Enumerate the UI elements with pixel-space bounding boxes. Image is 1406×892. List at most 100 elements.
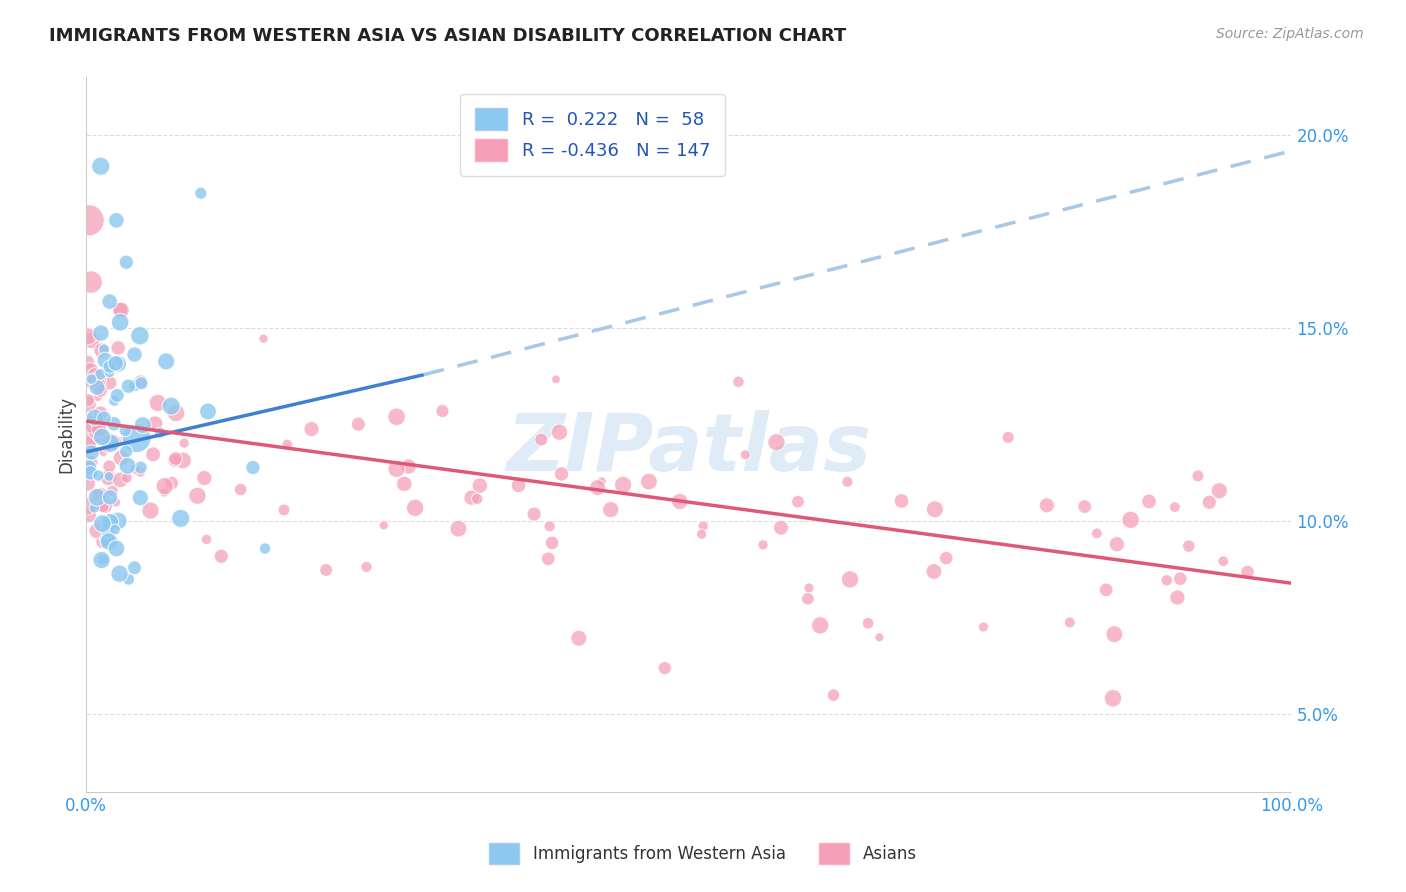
Point bbox=[98, 491, 121, 505]
Point bbox=[83, 373, 105, 387]
Point bbox=[89, 424, 111, 438]
Point bbox=[394, 476, 416, 491]
Point bbox=[1156, 574, 1178, 588]
Point bbox=[90, 159, 112, 173]
Point bbox=[160, 399, 183, 413]
Point bbox=[90, 553, 112, 567]
Point bbox=[77, 329, 100, 343]
Point bbox=[79, 466, 101, 480]
Point bbox=[727, 375, 749, 389]
Point bbox=[468, 478, 491, 492]
Point bbox=[404, 500, 426, 515]
Point bbox=[1085, 526, 1108, 541]
Point bbox=[160, 476, 183, 491]
Point bbox=[125, 431, 148, 445]
Point bbox=[93, 343, 115, 357]
Point bbox=[373, 518, 395, 533]
Text: Source: ZipAtlas.com: Source: ZipAtlas.com bbox=[1216, 27, 1364, 41]
Point bbox=[186, 489, 208, 503]
Point bbox=[972, 620, 994, 634]
Point bbox=[1102, 691, 1125, 706]
Point bbox=[142, 447, 165, 461]
Point bbox=[1168, 572, 1191, 586]
Point bbox=[114, 424, 136, 438]
Point bbox=[86, 380, 108, 394]
Point bbox=[1137, 494, 1160, 508]
Point bbox=[103, 435, 125, 450]
Point bbox=[356, 560, 378, 574]
Point bbox=[129, 460, 152, 475]
Point bbox=[165, 451, 187, 466]
Point bbox=[548, 425, 571, 440]
Point bbox=[146, 396, 169, 410]
Point bbox=[538, 519, 561, 533]
Point bbox=[690, 527, 713, 541]
Point bbox=[104, 356, 127, 370]
Point bbox=[1095, 582, 1118, 597]
Y-axis label: Disability: Disability bbox=[58, 396, 75, 473]
Point bbox=[83, 368, 105, 382]
Point bbox=[76, 455, 98, 469]
Point bbox=[172, 453, 194, 467]
Point bbox=[76, 476, 98, 491]
Point bbox=[1059, 615, 1081, 630]
Point bbox=[89, 406, 111, 420]
Point bbox=[765, 435, 787, 450]
Point bbox=[129, 491, 152, 505]
Point bbox=[76, 415, 98, 429]
Point bbox=[385, 462, 408, 476]
Point bbox=[80, 445, 103, 459]
Point bbox=[89, 489, 111, 503]
Point bbox=[129, 465, 152, 479]
Point bbox=[108, 302, 131, 317]
Point bbox=[465, 491, 488, 506]
Point bbox=[315, 563, 337, 577]
Point bbox=[107, 357, 129, 371]
Point bbox=[837, 475, 859, 489]
Point bbox=[229, 483, 252, 497]
Point bbox=[91, 445, 114, 459]
Point bbox=[550, 467, 572, 481]
Point bbox=[856, 616, 879, 631]
Point bbox=[117, 458, 139, 473]
Point bbox=[254, 541, 277, 556]
Point bbox=[823, 688, 845, 702]
Point bbox=[599, 502, 621, 516]
Point bbox=[83, 373, 105, 387]
Point bbox=[924, 502, 946, 516]
Point bbox=[654, 661, 676, 675]
Point bbox=[143, 417, 166, 431]
Point bbox=[90, 343, 112, 358]
Point bbox=[301, 422, 323, 436]
Point bbox=[173, 436, 195, 450]
Point bbox=[769, 521, 792, 535]
Legend: R =  0.222   N =  58, R = -0.436   N = 147: R = 0.222 N = 58, R = -0.436 N = 147 bbox=[460, 94, 724, 176]
Point bbox=[87, 390, 110, 404]
Point bbox=[108, 566, 131, 581]
Point bbox=[153, 479, 176, 493]
Point bbox=[242, 460, 264, 475]
Point bbox=[1164, 500, 1187, 515]
Point bbox=[586, 481, 609, 495]
Point bbox=[1036, 498, 1059, 512]
Point bbox=[252, 332, 274, 346]
Point bbox=[87, 468, 110, 483]
Point bbox=[89, 427, 111, 442]
Point bbox=[612, 478, 634, 492]
Point bbox=[110, 450, 132, 465]
Point bbox=[922, 565, 945, 579]
Point bbox=[82, 423, 104, 437]
Point bbox=[1178, 539, 1201, 553]
Point bbox=[80, 455, 103, 469]
Point bbox=[935, 551, 957, 566]
Point bbox=[1073, 500, 1095, 514]
Point bbox=[890, 494, 912, 508]
Point bbox=[591, 475, 613, 489]
Point bbox=[523, 507, 546, 521]
Point bbox=[101, 483, 124, 498]
Point bbox=[77, 393, 100, 408]
Point bbox=[1208, 483, 1230, 498]
Point bbox=[131, 376, 153, 391]
Point bbox=[129, 328, 152, 343]
Point bbox=[98, 376, 121, 390]
